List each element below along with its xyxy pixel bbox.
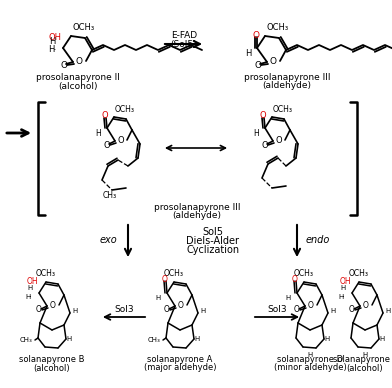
Text: OCH₃: OCH₃ xyxy=(36,270,56,279)
Text: prosolanapyrone III: prosolanapyrone III xyxy=(154,203,240,213)
Text: (aldehyde): (aldehyde) xyxy=(263,81,312,90)
Text: H: H xyxy=(338,294,344,300)
Text: OCH₃: OCH₃ xyxy=(164,270,184,279)
Text: ·: · xyxy=(29,292,33,302)
Text: O: O xyxy=(292,274,298,284)
Text: O: O xyxy=(60,62,67,71)
Text: O: O xyxy=(260,111,266,121)
Text: O: O xyxy=(294,305,300,315)
Text: H: H xyxy=(285,295,290,301)
Text: OCH₃: OCH₃ xyxy=(267,23,289,31)
Text: (Sol5): (Sol5) xyxy=(171,40,197,48)
Text: (major aldehyde): (major aldehyde) xyxy=(144,364,216,372)
Text: OCH₃: OCH₃ xyxy=(294,270,314,279)
Text: H: H xyxy=(362,352,368,358)
Text: CH₃: CH₃ xyxy=(147,337,160,343)
Text: O: O xyxy=(363,301,369,310)
Text: O: O xyxy=(270,57,277,66)
Text: H: H xyxy=(385,308,390,314)
Text: solanapyrone E: solanapyrone E xyxy=(332,355,392,364)
Text: OCH₃: OCH₃ xyxy=(349,270,369,279)
Text: O: O xyxy=(164,305,170,315)
Text: O: O xyxy=(349,305,355,315)
Text: H: H xyxy=(330,308,336,314)
Text: exo: exo xyxy=(99,235,117,245)
Text: ·: · xyxy=(343,292,345,302)
Text: prosolanapyrone III: prosolanapyrone III xyxy=(244,73,330,83)
Text: H: H xyxy=(253,130,259,139)
Text: (alcohol): (alcohol) xyxy=(58,81,98,90)
Text: O: O xyxy=(118,136,124,145)
Text: H: H xyxy=(200,308,206,314)
Text: solanapyrone B: solanapyrone B xyxy=(19,355,85,364)
Text: H: H xyxy=(66,336,72,342)
Text: O: O xyxy=(102,111,108,121)
Text: OCH₃: OCH₃ xyxy=(73,23,95,31)
Text: O: O xyxy=(36,305,42,315)
Text: E-FAD: E-FAD xyxy=(171,31,197,40)
Text: H: H xyxy=(49,38,55,47)
Text: OCH₃: OCH₃ xyxy=(273,104,293,114)
Text: H: H xyxy=(73,308,78,314)
Text: Sol5: Sol5 xyxy=(203,227,223,237)
Text: H: H xyxy=(27,285,33,291)
Text: endo: endo xyxy=(306,235,330,245)
Text: CH₃: CH₃ xyxy=(19,337,32,343)
Text: (alcohol): (alcohol) xyxy=(347,364,383,372)
Text: solanapyrone D: solanapyrone D xyxy=(277,355,343,364)
Text: O: O xyxy=(308,301,314,310)
Text: H: H xyxy=(25,294,31,300)
Text: Cyclization: Cyclization xyxy=(187,245,240,255)
Text: OH: OH xyxy=(339,277,351,286)
Text: H: H xyxy=(194,336,200,342)
Text: O: O xyxy=(252,31,260,40)
Text: ·: · xyxy=(53,45,57,55)
Text: O: O xyxy=(104,140,110,149)
Text: (aldehyde): (aldehyde) xyxy=(172,211,221,220)
Text: H: H xyxy=(155,295,161,301)
Text: O: O xyxy=(178,301,184,310)
Text: (minor aldehyde): (minor aldehyde) xyxy=(274,364,347,372)
Text: H: H xyxy=(340,285,346,291)
Text: (alcohol): (alcohol) xyxy=(34,364,70,372)
Text: O: O xyxy=(76,57,83,66)
Text: H: H xyxy=(245,48,251,57)
Text: Sol3: Sol3 xyxy=(267,305,287,315)
Text: CH₃: CH₃ xyxy=(103,192,117,201)
Text: H: H xyxy=(307,352,313,358)
Text: H: H xyxy=(324,336,330,342)
Text: O: O xyxy=(262,140,268,149)
Text: H: H xyxy=(48,45,54,54)
Text: O: O xyxy=(254,62,261,71)
Text: H: H xyxy=(95,130,101,139)
Text: O: O xyxy=(276,136,282,145)
Text: O: O xyxy=(162,274,168,284)
Text: Diels-Alder: Diels-Alder xyxy=(187,236,240,246)
Text: Sol3: Sol3 xyxy=(114,305,134,315)
Text: OH: OH xyxy=(26,277,38,286)
Text: prosolanapyrone II: prosolanapyrone II xyxy=(36,73,120,83)
Text: OCH₃: OCH₃ xyxy=(115,104,135,114)
Text: OH: OH xyxy=(49,33,62,42)
Text: solanapyrone A: solanapyrone A xyxy=(147,355,213,364)
Text: O: O xyxy=(50,301,56,310)
Text: H: H xyxy=(379,336,385,342)
